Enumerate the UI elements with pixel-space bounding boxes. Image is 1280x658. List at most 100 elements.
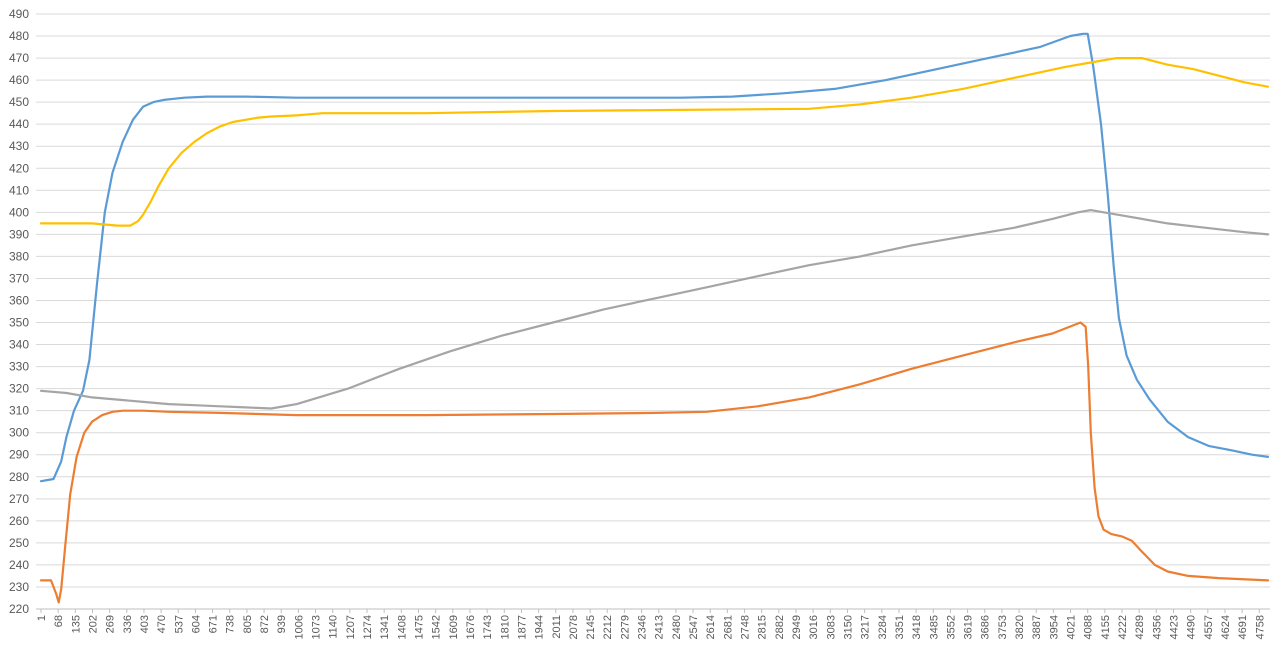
x-tick-label: 3351 — [894, 615, 906, 639]
x-tick-label: 2949 — [791, 615, 803, 639]
x-tick-label: 4691 — [1237, 615, 1249, 639]
x-tick-label: 4222 — [1117, 615, 1129, 639]
y-tick-label: 250 — [9, 536, 29, 550]
x-tick-label: 1676 — [465, 615, 477, 639]
y-tick-label: 350 — [9, 316, 29, 330]
x-tick-label: 939 — [276, 615, 288, 633]
x-tick-label: 3485 — [928, 615, 940, 639]
x-tick-label: 805 — [242, 615, 254, 633]
x-tick-label: 4155 — [1100, 615, 1112, 639]
x-tick-label: 872 — [259, 615, 271, 633]
y-tick-label: 490 — [9, 7, 29, 21]
x-tick-label: 4289 — [1134, 615, 1146, 639]
y-tick-label: 430 — [9, 139, 29, 153]
y-tick-label: 360 — [9, 293, 29, 307]
y-tick-label: 450 — [9, 95, 29, 109]
y-tick-label: 480 — [9, 29, 29, 43]
x-tick-label: 2279 — [619, 615, 631, 639]
y-tick-label: 400 — [9, 205, 29, 219]
x-tick-label: 1944 — [534, 615, 546, 639]
x-tick-label: 2078 — [568, 615, 580, 639]
x-tick-label: 1810 — [499, 615, 511, 639]
x-tick-label: 2480 — [671, 615, 683, 639]
y-tick-label: 440 — [9, 117, 29, 131]
x-tick-label: 3284 — [877, 615, 889, 639]
x-tick-label: 4490 — [1186, 615, 1198, 639]
series-line-2 — [39, 321, 1270, 604]
x-tick-label: 4021 — [1066, 615, 1078, 639]
y-tick-label: 420 — [9, 161, 29, 175]
x-tick-label: 470 — [156, 615, 168, 633]
x-tick-label: 2614 — [705, 615, 717, 639]
x-tick-label: 1408 — [396, 615, 408, 639]
y-tick-label: 340 — [9, 338, 29, 352]
x-tick-label: 3954 — [1048, 615, 1060, 639]
x-tick-label: 2212 — [602, 615, 614, 639]
x-tick-label: 1475 — [413, 615, 425, 639]
x-tick-label: 1341 — [379, 615, 391, 639]
x-tick-label: 4423 — [1168, 615, 1180, 639]
x-tick-label: 3217 — [860, 615, 872, 639]
x-tick-label: 4624 — [1220, 615, 1232, 639]
series-line-3 — [39, 209, 1270, 410]
gridlines — [36, 13, 1270, 610]
y-tick-label: 390 — [9, 227, 29, 241]
x-tick-label: 1609 — [448, 615, 460, 639]
x-tick-label: 4088 — [1083, 615, 1095, 639]
y-tick-label: 230 — [9, 580, 29, 594]
y-tick-label: 270 — [9, 492, 29, 506]
x-tick-label: 4356 — [1151, 615, 1163, 639]
y-tick-label: 330 — [9, 360, 29, 374]
x-tick-label: 1542 — [431, 615, 443, 639]
y-tick-label: 220 — [9, 602, 29, 616]
x-tick-label: 3820 — [1014, 615, 1026, 639]
x-tick-label: 3686 — [980, 615, 992, 639]
x-tick-label: 1 — [36, 615, 48, 621]
x-tick-label: 2815 — [757, 615, 769, 639]
x-tick-label: 202 — [87, 615, 99, 633]
series-line-4 — [39, 56, 1270, 227]
y-tick-label: 310 — [9, 404, 29, 418]
x-tick-label: 336 — [122, 615, 134, 633]
x-tick-label: 3418 — [911, 615, 923, 639]
x-tick-label: 2145 — [585, 615, 597, 639]
y-tick-label: 410 — [9, 183, 29, 197]
x-tick-label: 3753 — [997, 615, 1009, 639]
x-tick-label: 4557 — [1203, 615, 1215, 639]
x-tick-label: 3150 — [842, 615, 854, 639]
y-tick-label: 380 — [9, 249, 29, 263]
y-tick-label: 280 — [9, 470, 29, 484]
x-tick-label: 738 — [225, 615, 237, 633]
x-tick-label: 537 — [173, 615, 185, 633]
y-tick-label: 460 — [9, 73, 29, 87]
x-tick-label: 4758 — [1254, 615, 1266, 639]
x-tick-label: 3016 — [808, 615, 820, 639]
x-tick-label: 1073 — [311, 615, 323, 639]
y-tick-label: 320 — [9, 382, 29, 396]
x-tick-label: 2413 — [654, 615, 666, 639]
y-tick-label: 370 — [9, 271, 29, 285]
y-tick-label: 300 — [9, 426, 29, 440]
x-tick-label: 1207 — [345, 615, 357, 639]
series-line-1 — [39, 32, 1270, 483]
y-tick-label: 260 — [9, 514, 29, 528]
y-tick-label: 240 — [9, 558, 29, 572]
x-tick-label: 1877 — [516, 615, 528, 639]
x-tick-label: 1274 — [362, 615, 374, 639]
x-tick-label: 2748 — [740, 615, 752, 639]
x-axis: 1 68 135 202 269 336 403 470 537 604 671 738 805 872 9… — [36, 609, 1266, 639]
x-tick-label: 3619 — [963, 615, 975, 639]
x-tick-label: 671 — [208, 615, 220, 633]
x-tick-label: 135 — [70, 615, 82, 633]
x-tick-label: 269 — [105, 615, 117, 633]
y-axis: 220 230 240 250 260 270 280 290 300 310 320 330 340 3… — [9, 7, 29, 616]
x-tick-label: 2547 — [688, 615, 700, 639]
x-tick-label: 3552 — [945, 615, 957, 639]
plot-area — [39, 32, 1270, 604]
y-tick-label: 470 — [9, 51, 29, 65]
x-tick-label: 3887 — [1031, 615, 1043, 639]
y-tick-label: 290 — [9, 448, 29, 462]
x-tick-label: 2346 — [637, 615, 649, 639]
